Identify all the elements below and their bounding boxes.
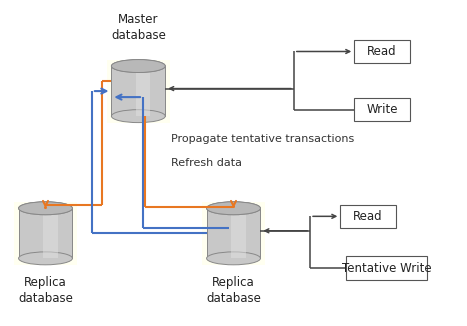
Polygon shape (112, 66, 165, 116)
FancyBboxPatch shape (14, 202, 77, 265)
Text: Read: Read (367, 45, 397, 58)
FancyBboxPatch shape (107, 60, 170, 123)
Text: Read: Read (354, 210, 383, 223)
Ellipse shape (19, 252, 72, 265)
FancyBboxPatch shape (202, 202, 265, 265)
Polygon shape (231, 208, 246, 258)
FancyBboxPatch shape (354, 98, 410, 121)
Text: Write: Write (366, 103, 398, 116)
Text: Tentative Write: Tentative Write (342, 261, 432, 274)
Text: Master
database: Master database (111, 13, 166, 42)
FancyBboxPatch shape (354, 40, 410, 63)
Text: Propagate tentative transactions: Propagate tentative transactions (171, 134, 354, 144)
Polygon shape (43, 208, 57, 258)
Ellipse shape (19, 202, 72, 215)
Polygon shape (206, 208, 261, 258)
Ellipse shape (19, 202, 72, 215)
FancyBboxPatch shape (346, 257, 427, 280)
Text: Replica
database: Replica database (206, 276, 261, 305)
Polygon shape (19, 208, 72, 258)
FancyBboxPatch shape (340, 205, 396, 228)
Text: Refresh data: Refresh data (171, 158, 242, 168)
Ellipse shape (112, 60, 165, 72)
Ellipse shape (206, 202, 261, 215)
Ellipse shape (206, 252, 261, 265)
Ellipse shape (206, 202, 261, 215)
Polygon shape (135, 66, 150, 116)
Text: Replica
database: Replica database (18, 276, 73, 305)
Ellipse shape (112, 110, 165, 123)
Ellipse shape (112, 60, 165, 72)
